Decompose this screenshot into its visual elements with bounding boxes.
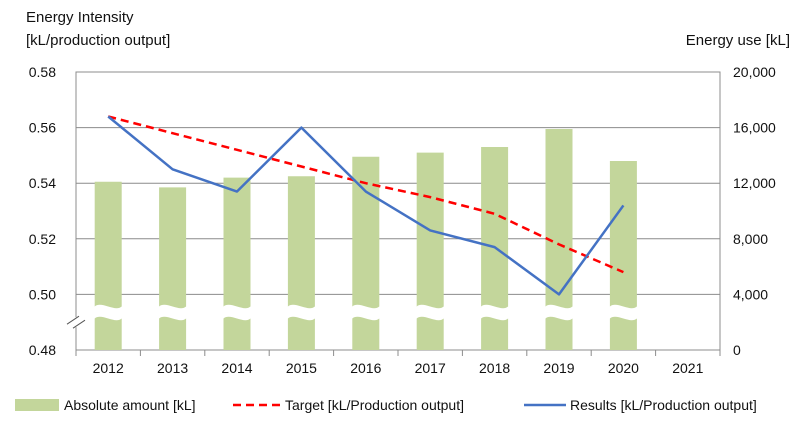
x-tick-label-2021: 2021 xyxy=(672,360,703,376)
left-tick-label-4: 0.50 xyxy=(29,286,56,302)
tick-labels: 0.58 0.56 0.54 0.52 0.50 0.48 20,000 16,000 12,0… xyxy=(29,64,776,376)
legend-label-absolute: Absolute amount [kL] xyxy=(64,397,196,413)
right-tick-label-4: 4,000 xyxy=(733,286,768,302)
axis-break-mark-1 xyxy=(66,315,80,325)
right-tick-label-2: 12,000 xyxy=(733,175,776,191)
right-tick-label-0: 20,000 xyxy=(733,64,776,80)
x-tick-label-2014: 2014 xyxy=(221,360,252,376)
x-tick-label-2017: 2017 xyxy=(415,360,446,376)
bar-2013 xyxy=(159,187,187,350)
bar-2012 xyxy=(94,181,122,350)
x-tick-label-2013: 2013 xyxy=(157,360,188,376)
x-tick-label-2016: 2016 xyxy=(350,360,381,376)
target-line xyxy=(107,115,624,274)
legend-label-results: Results [kL/Production output] xyxy=(570,397,757,413)
bar-2014 xyxy=(223,177,251,350)
left-tick-label-1: 0.56 xyxy=(29,120,56,136)
bar-2017 xyxy=(416,152,444,350)
right-axis-title: Energy use [kL] xyxy=(686,32,790,49)
bar-2020 xyxy=(609,160,637,350)
legend-swatch-absolute xyxy=(15,399,59,411)
x-tick-label-2019: 2019 xyxy=(543,360,574,376)
left-tick-label-3: 0.52 xyxy=(29,231,56,247)
left-tick-label-5: 0.48 xyxy=(29,342,56,358)
right-tick-label-3: 8,000 xyxy=(733,231,768,247)
bar-2016 xyxy=(352,156,380,350)
left-tick-label-2: 0.54 xyxy=(29,175,56,191)
x-tick-label-2012: 2012 xyxy=(93,360,124,376)
x-tick-label-2020: 2020 xyxy=(608,360,639,376)
x-tick-label-2018: 2018 xyxy=(479,360,510,376)
left-tick-label-0: 0.58 xyxy=(29,64,56,80)
right-tick-label-5: 0 xyxy=(733,342,741,358)
x-tick-label-2015: 2015 xyxy=(286,360,317,376)
left-axis-title-line1: Energy Intensity xyxy=(26,9,134,26)
bar-2019 xyxy=(545,128,573,350)
line-series xyxy=(107,115,625,296)
legend: Absolute amount [kL] Target [kL/Producti… xyxy=(15,397,757,413)
left-axis-title-line2: [kL/production output] xyxy=(26,32,170,49)
right-tick-label-1: 16,000 xyxy=(733,120,776,136)
bar-2015 xyxy=(287,176,315,350)
axis-break-mark-2 xyxy=(72,319,86,329)
axis-break-mask xyxy=(68,317,84,328)
results-line xyxy=(107,115,625,296)
legend-label-target: Target [kL/Production output] xyxy=(285,397,464,413)
